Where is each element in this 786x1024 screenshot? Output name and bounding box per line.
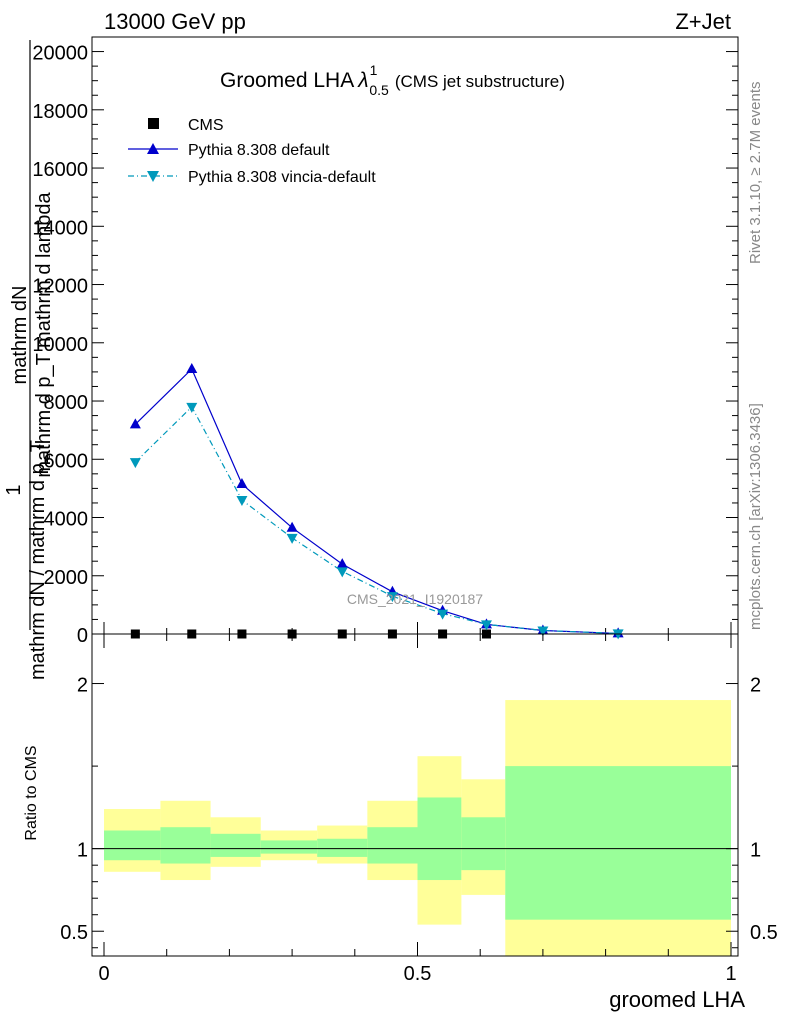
ratio-inner-band — [367, 827, 418, 864]
x-axis-label: groomed LHA — [609, 987, 745, 1012]
main-y-tick-label: 0 — [77, 625, 88, 647]
plot-title: Groomed LHA λ1 0.5 (CMS jet substructure) — [220, 62, 565, 98]
ylabel-top-denominator: mathrm d p_T mathrm d lambda — [33, 191, 55, 477]
ratio-y-tick-label-right: 2 — [750, 675, 761, 697]
ylabel-bottom: mathrm dN / mathrm d p_T — [27, 440, 49, 680]
process-label: Z+Jet — [675, 9, 731, 34]
ratio-ticks: 0.5 0.5 1 1 2 2 0 0.5 1 — [60, 634, 778, 985]
ratio-y-tick-label-left: 0.5 — [60, 922, 88, 944]
ratio-bands-layer — [104, 700, 731, 956]
legend-marker-cms — [148, 118, 159, 129]
data-point-vincia — [336, 567, 348, 578]
ratio-plot-frame — [91, 633, 739, 957]
data-point-default — [129, 418, 141, 429]
ylabel-one: 1 — [3, 484, 25, 495]
main-y-tick-label: 16000 — [32, 159, 88, 181]
data-point-default — [236, 478, 248, 489]
data-point-vincia — [480, 620, 492, 631]
analysis-watermark: CMS_2021_I1920187 — [347, 591, 483, 607]
main-y-tick-label: 12000 — [32, 276, 88, 298]
title-tail: (CMS jet substructure) — [395, 72, 565, 91]
legend-label-default: Pythia 8.308 default — [188, 142, 330, 159]
title-main: Groomed LHA — [220, 69, 354, 92]
main-y-tick-label: 10000 — [32, 334, 88, 356]
title-symbol: λ — [357, 69, 368, 92]
ratio-inner-band — [260, 840, 318, 854]
x-tick-label: 0.5 — [404, 963, 432, 985]
data-point-default — [336, 558, 348, 569]
main-y-tick-label: 2000 — [44, 567, 89, 589]
mcplots-label: mcplots.cern.ch [arXiv:1306.3436] — [747, 403, 764, 630]
data-point-default — [186, 362, 198, 373]
main-y-tick-label: 20000 — [32, 43, 88, 65]
main-y-tick-label: 18000 — [32, 101, 88, 123]
main-plot-panel: 0 2000 4000 6000 8000 10000 12000 14000 16000 180… — [3, 36, 739, 680]
data-point-vincia — [286, 533, 298, 544]
main-y-ticks: 0 2000 4000 6000 8000 10000 12000 14000 16000 180… — [32, 43, 738, 647]
ratio-y-tick-label-left: 2 — [77, 675, 88, 697]
ratio-inner-band — [505, 766, 731, 920]
x-tick-label: 1 — [725, 963, 736, 985]
legend: CMS Pythia 8.308 default Pythia 8.308 vi… — [128, 117, 376, 186]
ratio-inner-band — [461, 817, 506, 871]
ratio-y-tick-label-left: 1 — [77, 840, 88, 862]
data-point-vincia — [186, 402, 198, 413]
data-point-vincia — [537, 626, 549, 637]
legend-label-cms: CMS — [188, 117, 224, 134]
ratio-inner-band — [104, 830, 161, 861]
ylabel-top-numerator: mathrm dN — [9, 286, 31, 385]
main-y-tick-label: 14000 — [32, 217, 88, 239]
ratio-inner-band — [317, 838, 368, 857]
series-line-2 — [134, 405, 619, 635]
legend-marker-vincia — [147, 171, 159, 182]
main-y-tick-label: 8000 — [44, 392, 89, 414]
main-y-tick-label: 6000 — [44, 450, 89, 472]
title-sup: 1 — [370, 62, 378, 78]
data-point-vincia — [129, 458, 141, 469]
ratio-inner-band — [417, 797, 462, 881]
rivet-label: Rivet 3.1.10, ≥ 2.7M events — [747, 82, 764, 265]
energy-label: 13000 GeV pp — [104, 9, 246, 34]
ratio-plot-panel: 0.5 0.5 1 1 2 2 0 0.5 1 Ratio to CMS groomed LHA — [23, 633, 778, 1012]
ratio-y-tick-label-right: 0.5 — [750, 922, 778, 944]
legend-marker-default — [147, 143, 159, 154]
data-point-vincia — [437, 609, 449, 620]
legend-label-vincia: Pythia 8.308 vincia-default — [188, 169, 376, 186]
ratio-y-axis-label: Ratio to CMS — [23, 745, 40, 840]
ratio-inner-band — [210, 833, 261, 857]
main-y-tick-label: 4000 — [44, 509, 89, 531]
x-tick-label: 0 — [98, 963, 109, 985]
main-y-axis-label: mathrm dN mathrm d p_T mathrm d lambda 1… — [3, 40, 55, 680]
title-sub: 0.5 — [369, 82, 389, 98]
ratio-y-tick-label-right: 1 — [750, 840, 761, 862]
ratio-inner-band — [160, 827, 211, 864]
data-point-vincia — [236, 496, 248, 507]
data-point-vincia — [386, 592, 398, 603]
data-point-default — [286, 521, 298, 532]
